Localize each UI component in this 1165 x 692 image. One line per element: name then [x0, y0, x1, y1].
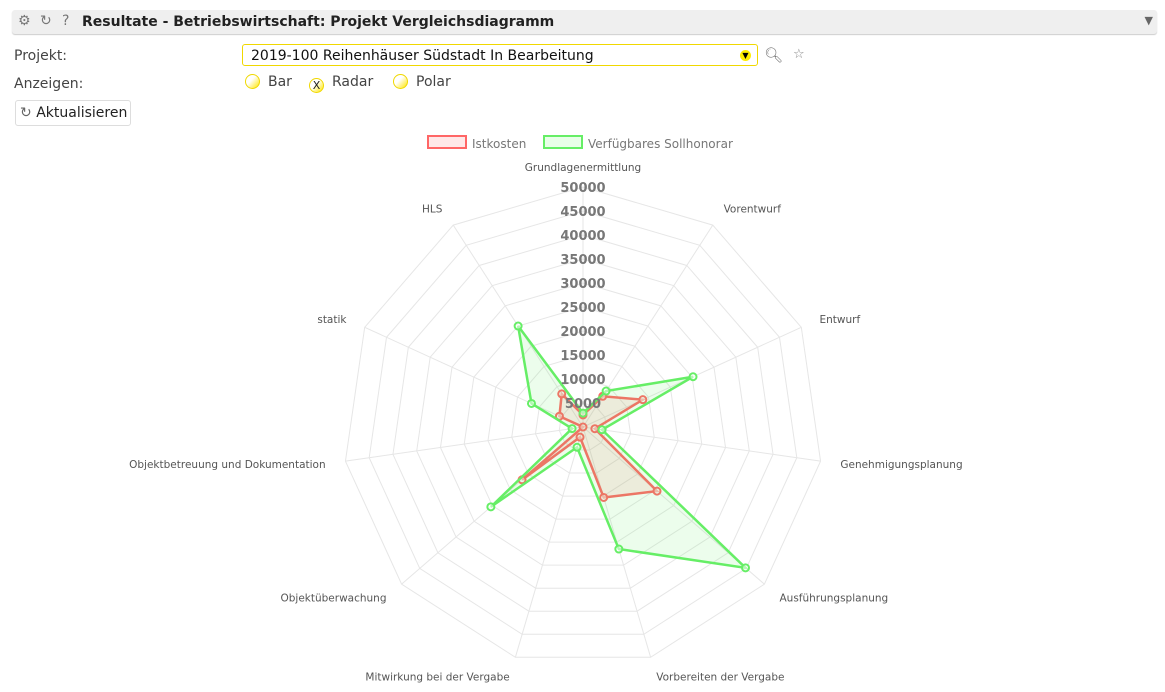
radio-circle[interactable] — [245, 74, 260, 89]
data-point — [741, 563, 751, 573]
panel-title: Resultate - Betriebswirtschaft: Projekt … — [82, 14, 555, 30]
grid-ring — [368, 210, 798, 635]
collapse-icon[interactable]: ▼ — [1144, 14, 1153, 27]
refresh-icon[interactable]: ↻ — [40, 13, 52, 29]
radio-bar[interactable]: Bar — [245, 74, 292, 90]
data-point — [597, 425, 607, 435]
tick-label: 40000 — [560, 229, 605, 244]
grid-ring — [416, 258, 750, 589]
data-point — [575, 432, 585, 442]
tick-label: 10000 — [560, 373, 605, 388]
grid-spoke — [364, 326, 584, 428]
data-point — [578, 422, 588, 432]
project-select[interactable]: 2019-100 Reihenhäuser Südstadt In Bearbe… — [242, 44, 758, 66]
grid-spoke — [582, 426, 821, 462]
axis-label: Genehmigungsplanung — [840, 459, 962, 471]
axis-label: Vorentwurf — [724, 203, 782, 215]
data-point — [513, 321, 523, 331]
refresh-button[interactable]: ↻ Aktualisieren — [15, 100, 132, 126]
data-point — [526, 398, 536, 408]
dropdown-arrow-icon[interactable]: ▼ — [740, 50, 751, 61]
grid-ring — [344, 186, 822, 658]
grid-ring — [439, 282, 727, 566]
data-point — [572, 442, 582, 452]
axis-label: Entwurf — [820, 314, 861, 326]
project-value: 2019-100 Reihenhäuser Südstadt In Bearbe… — [251, 48, 594, 64]
grid-ring — [463, 306, 703, 543]
tick-label: 15000 — [560, 349, 605, 364]
tick-label: 25000 — [560, 301, 605, 316]
axis-label: Grundlagenermittlung — [525, 162, 641, 174]
legend-item-sollhonorar[interactable]: Verfügbares Sollhonorar — [543, 135, 733, 151]
axis-label: Vorbereiten der Vergabe — [656, 671, 784, 683]
axis-label: Objektüberwachung — [280, 592, 386, 604]
grid-spoke — [514, 426, 584, 658]
tick-label: 5000 — [565, 397, 601, 412]
panel-header: ⚙ ↻ ? Resultate - Betriebswirtschaft: Pr… — [12, 10, 1157, 34]
axis-label: HLS — [422, 203, 443, 215]
refresh-icon: ↻ — [20, 105, 32, 121]
data-point — [638, 395, 648, 405]
tick-label: 20000 — [560, 325, 605, 340]
grid-ring — [534, 378, 632, 474]
radio-circle-selected[interactable]: X — [309, 78, 324, 93]
tick-label: 50000 — [560, 181, 605, 196]
grid-spoke — [345, 426, 584, 462]
axis-label: statik — [317, 314, 347, 326]
radio-circle[interactable] — [393, 74, 408, 89]
data-point — [688, 372, 698, 382]
data-point — [614, 544, 624, 554]
star-icon[interactable]: ☆ — [793, 47, 805, 62]
tick-label: 45000 — [560, 205, 605, 220]
data-point — [486, 502, 496, 512]
tick-label: 30000 — [560, 277, 605, 292]
gear-icon[interactable]: ⚙ — [18, 13, 31, 29]
series-area-1 — [489, 325, 750, 570]
data-point — [599, 492, 609, 502]
project-label: Projekt: — [14, 48, 68, 64]
legend-item-istkosten[interactable]: Istkosten — [427, 135, 526, 151]
data-point — [557, 389, 567, 399]
data-point — [652, 486, 662, 496]
grid-ring — [511, 354, 655, 497]
axis-label: Ausführungsplanung — [779, 592, 888, 604]
data-point — [601, 386, 611, 396]
show-label: Anzeigen: — [14, 76, 84, 92]
data-point — [567, 424, 577, 434]
data-point — [578, 408, 588, 418]
axis-label: Objektbetreuung und Dokumentation — [129, 459, 326, 471]
help-icon[interactable]: ? — [62, 13, 70, 29]
radio-polar[interactable]: Polar — [393, 74, 451, 90]
tick-label: 35000 — [560, 253, 605, 268]
grid-ring — [392, 234, 774, 612]
radio-radar[interactable]: X Radar — [309, 74, 373, 93]
search-icon[interactable]: 🔍︎ — [764, 46, 784, 64]
axis-label: Mitwirkung bei der Vergabe — [365, 671, 509, 683]
